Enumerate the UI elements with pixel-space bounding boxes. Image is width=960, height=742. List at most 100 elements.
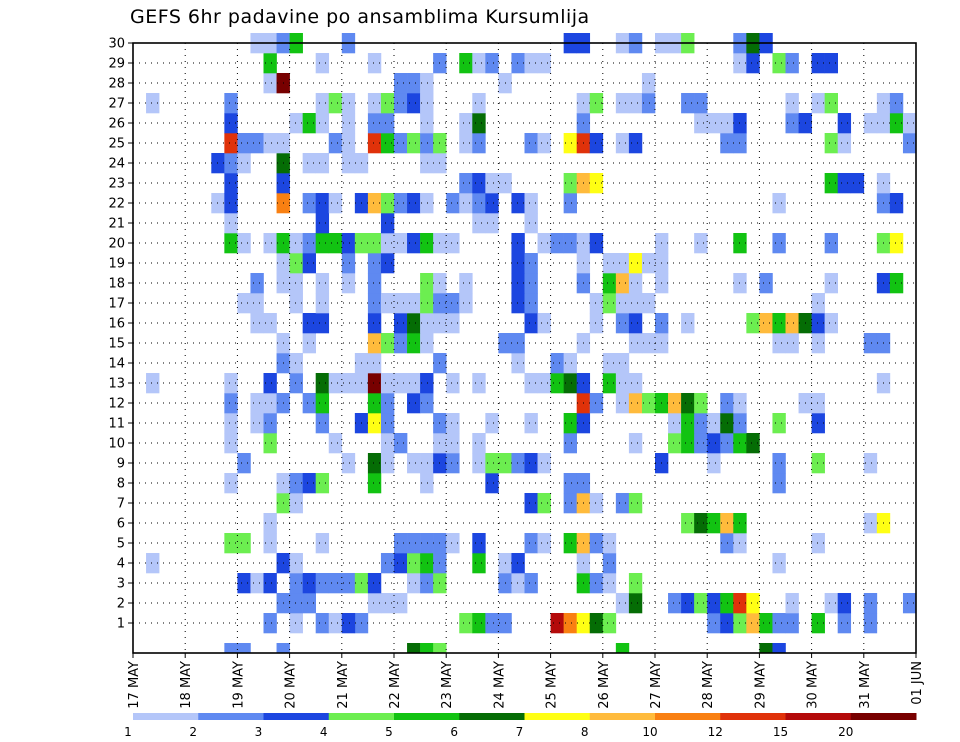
heatmap-cell xyxy=(380,393,395,414)
heatmap-cell xyxy=(367,93,382,114)
heatmap-cell xyxy=(772,313,786,334)
heatmap-cell xyxy=(681,413,695,434)
heatmap-cell xyxy=(615,293,630,314)
heatmap-cell xyxy=(615,253,630,274)
heatmap-cell xyxy=(407,313,421,334)
heatmap-cell xyxy=(367,313,382,334)
x-tick-label: 28 MAY xyxy=(701,661,716,709)
heatmap-cell xyxy=(563,613,577,634)
heatmap-cell xyxy=(824,233,838,254)
heatmap-cell xyxy=(889,93,904,114)
heatmap-cell xyxy=(485,213,499,234)
heatmap-cell xyxy=(433,643,447,654)
heatmap-cell xyxy=(785,113,799,134)
heatmap-cell xyxy=(681,313,695,334)
heatmap-cell xyxy=(367,273,382,294)
heatmap-cell xyxy=(524,413,538,434)
heatmap-cell xyxy=(759,643,773,654)
heatmap-cell xyxy=(628,433,643,454)
heatmap-cell xyxy=(472,133,486,154)
heatmap-cell xyxy=(328,233,343,254)
heatmap-cell xyxy=(341,93,356,114)
y-tick-label: 2 xyxy=(117,597,125,612)
heatmap-cell xyxy=(146,373,160,394)
y-tick-label: 14 xyxy=(108,357,125,372)
heatmap-cell xyxy=(472,93,486,114)
y-tick-label: 9 xyxy=(117,457,125,472)
heatmap-cell xyxy=(602,293,617,314)
heatmap-cell xyxy=(785,613,799,634)
heatmap-cell xyxy=(628,273,643,294)
heatmap-cell xyxy=(224,533,238,554)
heatmap-cell xyxy=(315,193,330,214)
heatmap-cell xyxy=(237,293,251,314)
heatmap-cell xyxy=(811,333,825,354)
x-tick-label: 01 JUN xyxy=(910,661,925,705)
heatmap-cell xyxy=(367,253,382,274)
x-tick-label: 25 MAY xyxy=(545,661,560,709)
heatmap-cell xyxy=(263,513,277,534)
heatmap-cell xyxy=(224,473,238,494)
heatmap-cell xyxy=(485,473,499,494)
heatmap-cell xyxy=(511,573,525,594)
heatmap-cell xyxy=(237,643,251,654)
heatmap-cell xyxy=(224,153,238,174)
heatmap-cell xyxy=(485,613,499,634)
heatmap-cell xyxy=(380,333,395,354)
heatmap-cell xyxy=(380,453,395,474)
legend-swatch xyxy=(198,713,264,720)
heatmap-cell xyxy=(641,333,656,354)
heatmap-cell xyxy=(302,573,316,594)
heatmap-cell xyxy=(420,133,434,154)
x-tick-label: 26 MAY xyxy=(597,661,612,709)
heatmap-cell xyxy=(524,453,538,474)
heatmap-cell xyxy=(563,193,577,214)
heatmap-cell xyxy=(485,173,499,194)
heatmap-cell xyxy=(420,193,434,214)
heatmap-cell xyxy=(407,453,421,474)
heatmap-cell xyxy=(380,193,395,214)
heatmap-cell xyxy=(328,373,343,394)
heatmap-cell xyxy=(563,373,577,394)
heatmap-cell xyxy=(420,393,434,414)
heatmap-cell xyxy=(746,613,760,634)
heatmap-cell xyxy=(524,373,538,394)
heatmap-cell xyxy=(707,453,721,474)
y-tick-label: 1 xyxy=(117,617,125,632)
heatmap-cell xyxy=(628,253,643,274)
heatmap-cell xyxy=(511,553,525,574)
heatmap-cell xyxy=(746,433,760,454)
heatmap-cell xyxy=(615,353,630,374)
heatmap-cell xyxy=(720,513,734,534)
heatmap-cell xyxy=(367,113,382,134)
heatmap-cell xyxy=(394,93,408,114)
heatmap-cell xyxy=(811,393,825,414)
heatmap-cell xyxy=(628,313,643,334)
heatmap-cell xyxy=(302,253,316,274)
heatmap-cell xyxy=(628,393,643,414)
heatmap-cell xyxy=(407,373,421,394)
heatmap-cell xyxy=(446,233,460,254)
heatmap-cell xyxy=(511,353,525,374)
heatmap-cell xyxy=(589,233,604,254)
heatmap-cell xyxy=(446,193,460,214)
heatmap-cell xyxy=(824,133,838,154)
legend-label: 4 xyxy=(320,725,328,739)
heatmap-cell xyxy=(263,73,277,94)
y-tick-label: 19 xyxy=(108,257,125,272)
heatmap-cell xyxy=(263,433,277,454)
heatmap-cell xyxy=(367,353,382,374)
heatmap-cell xyxy=(524,293,538,314)
heatmap-cell xyxy=(446,293,460,314)
heatmap-cell xyxy=(615,133,630,154)
x-tick-label: 21 MAY xyxy=(336,661,351,709)
heatmap-cell xyxy=(289,273,303,294)
heatmap-cell xyxy=(263,533,277,554)
heatmap-cell xyxy=(720,413,734,434)
heatmap-cell xyxy=(863,513,878,534)
heatmap-cell xyxy=(394,433,408,454)
heatmap-cell xyxy=(589,393,604,414)
heatmap-cell xyxy=(315,313,330,334)
heatmap-cell xyxy=(315,473,330,494)
heatmap-cell xyxy=(772,233,786,254)
